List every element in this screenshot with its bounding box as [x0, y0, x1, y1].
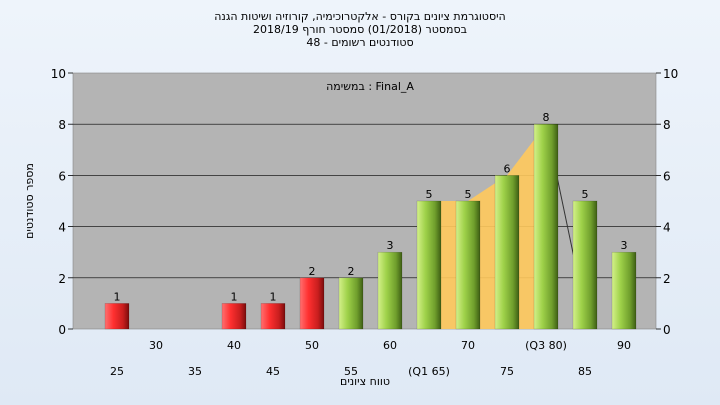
y-tick-label-left: 0: [58, 323, 66, 337]
bar-45: [260, 303, 286, 330]
bar-value-label: 2: [309, 265, 316, 278]
bar-(Q3 80): [533, 123, 559, 330]
bar-value-label: 3: [387, 239, 394, 252]
bar-labels: 1 1 1 2 2 3 5 5 6 8 5 3: [114, 111, 628, 303]
x-tick-label: (Q3 80): [525, 339, 567, 352]
x-tick-label: 35: [188, 365, 202, 378]
y-axis-right: 0 2 4 6 8 10: [656, 67, 678, 337]
y-tick-label-left: 2: [58, 272, 66, 286]
title-line-1: היסטוגרמת ציונים בקורס - אלקטרוכימיה, קו…: [214, 10, 506, 23]
bar-50: [299, 277, 325, 330]
y-axis-left: 0 2 4 6 8 10: [51, 67, 73, 337]
bar-value-label: 1: [114, 290, 121, 303]
title-line-2: בסמסטר (01/2018) סמסטר חורף 2018/19: [253, 23, 467, 36]
y-tick-label-right: 0: [663, 323, 671, 337]
x-tick-label: 60: [383, 339, 397, 352]
y-tick-label-left: 10: [51, 67, 66, 81]
y-tick-label-right: 2: [663, 272, 671, 286]
bar-40: [221, 303, 247, 330]
bar-value-label: 6: [504, 162, 511, 175]
bar-value-label: 3: [621, 239, 628, 252]
x-tick-label: 85: [578, 365, 592, 378]
x-tick-label: 90: [617, 339, 631, 352]
y-tick-label-right: 4: [663, 221, 671, 235]
chart-titles: היסטוגרמת ציונים בקורס - אלקטרוכימיה, קו…: [0, 10, 720, 49]
bar-value-label: 5: [582, 188, 589, 201]
bar-(Q1 65): [416, 200, 442, 330]
bar-75: [494, 175, 520, 330]
x-tick-label: 25: [110, 365, 124, 378]
bar-value-label: 5: [465, 188, 472, 201]
y-tick-label-left: 6: [58, 169, 66, 183]
y-tick-label-right: 8: [663, 118, 671, 132]
y-axis-label: מספר סטודנטים: [23, 163, 36, 239]
plot-area: [72, 72, 657, 330]
bar-value-label: 1: [270, 290, 277, 303]
y-tick-label-right: 6: [663, 169, 671, 183]
y-tick-label-left: 8: [58, 118, 66, 132]
chart-annotation: במשימה : Final_A: [326, 80, 414, 93]
x-tick-label: (Q1 65): [408, 365, 450, 378]
gridlines: [73, 123, 656, 279]
bar-60: [377, 251, 403, 330]
x-axis: 25 30 35 40 45 50 55 60 (Q1 65) 70 75 (Q3 80) 85 90: [110, 339, 631, 378]
x-tick-label: 30: [149, 339, 163, 352]
bar-55: [338, 277, 364, 330]
x-tick-label: 55: [344, 365, 358, 378]
x-tick-label: 50: [305, 339, 319, 352]
x-tick-label: 75: [500, 365, 514, 378]
bar-value-label: 1: [231, 290, 238, 303]
bar-value-label: 2: [348, 265, 355, 278]
x-tick-label: 40: [227, 339, 241, 352]
title-line-3: סטודנטים רשומים - 48: [306, 36, 414, 49]
x-tick-label: 45: [266, 365, 280, 378]
bar-value-label: 8: [543, 111, 550, 124]
bar-70: [455, 200, 481, 330]
bar-85: [572, 200, 598, 330]
x-tick-label: 70: [461, 339, 475, 352]
y-tick-label-left: 4: [58, 221, 66, 235]
bar-90: [611, 251, 637, 330]
bar-25: [104, 303, 130, 330]
bars: [104, 123, 637, 330]
y-tick-label-right: 10: [663, 67, 678, 81]
x-axis-label: טווח ציונים: [340, 375, 390, 388]
bar-value-label: 5: [426, 188, 433, 201]
